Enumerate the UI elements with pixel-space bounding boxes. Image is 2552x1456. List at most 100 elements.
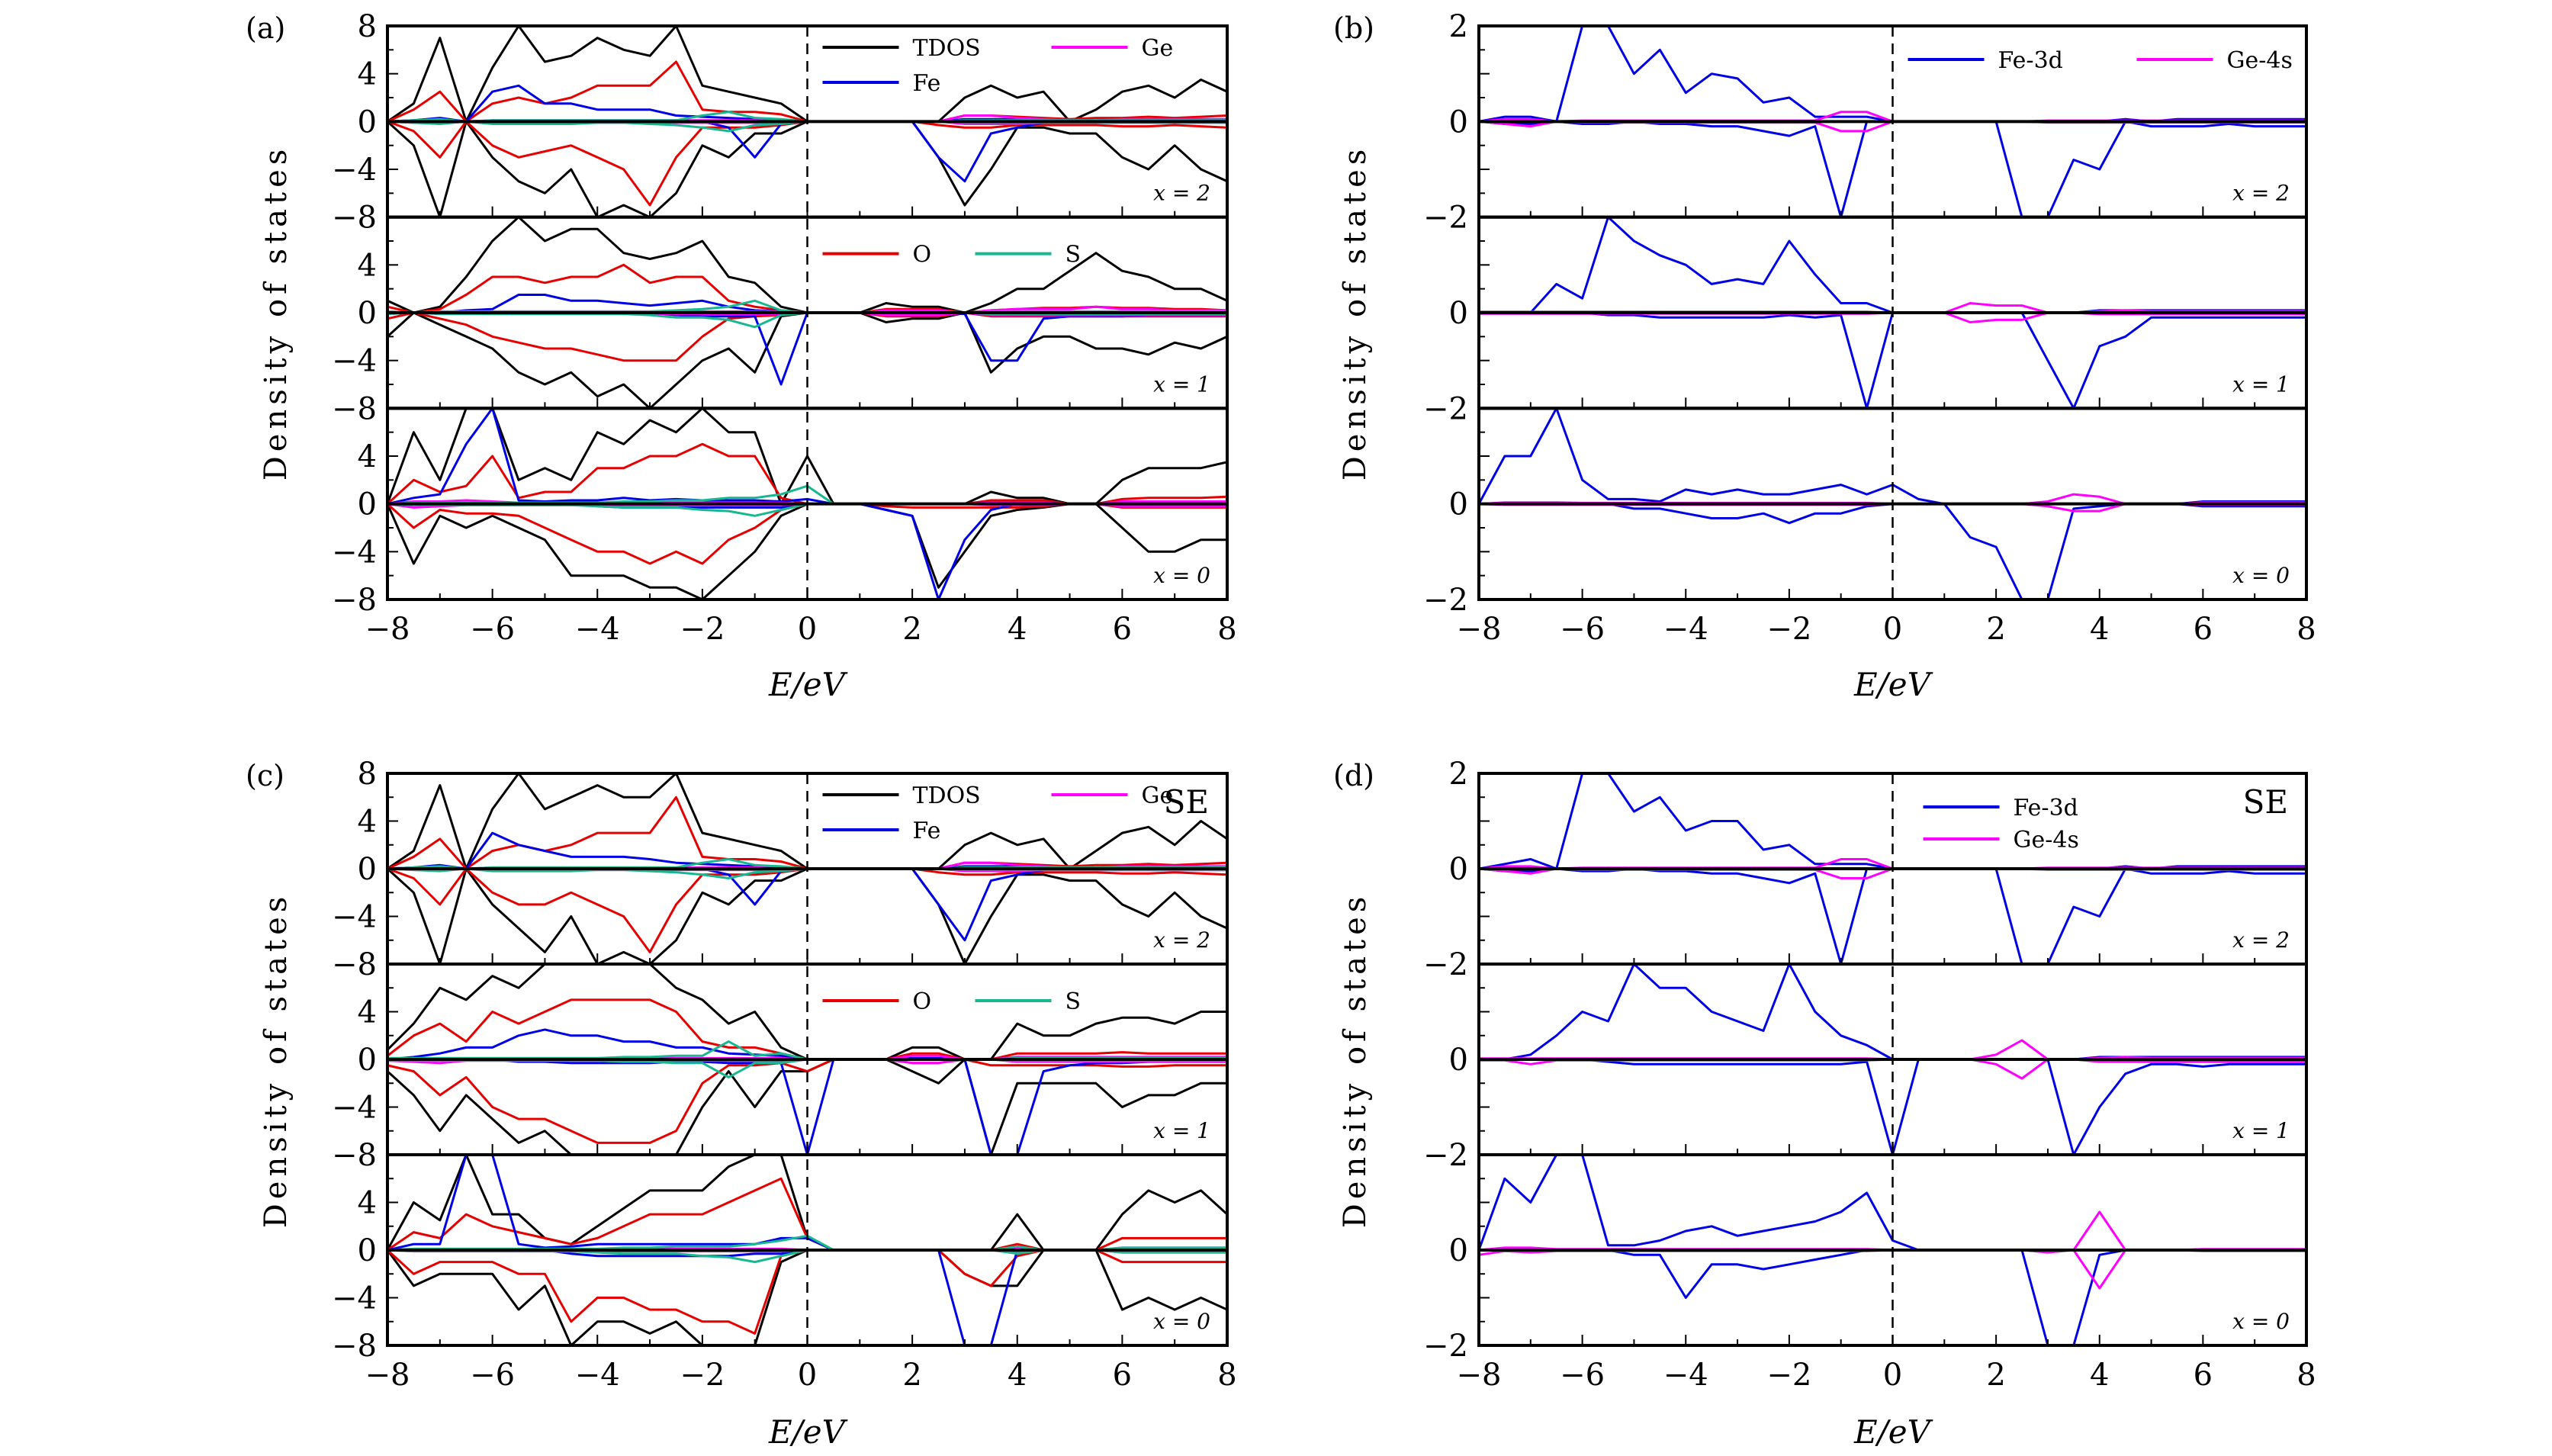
x-tick-label: −8 [1457,1358,1502,1393]
subplot-frame [1477,407,2308,601]
panel-label: (b) [1333,11,1374,45]
x-tick-label: 0 [798,612,817,647]
subplot-label: x = 2 [1153,927,1210,953]
legend-label: Ge [1142,783,1174,809]
series-fe-3d-spin-down [1479,1249,2306,1345]
y-tick-label: 0 [1449,487,1468,522]
subplot-x2: 2 0 −2 x = 2 [1423,757,2308,982]
legend-item-fe-3d: Fe-3d [1908,47,2063,74]
x-axis-label: E/eV [1853,1413,1933,1451]
y-tick-label: 4 [358,805,377,840]
subplot-label: x = 0 [1153,563,1210,588]
x-tick-label: 2 [902,612,921,647]
y-tick-label: −2 [1423,201,1468,236]
y-tick-label: 0 [358,104,377,140]
subplot-x1: 4 0 −4 −8 x = 1 [332,963,1229,1173]
legend-label: Fe [913,70,941,97]
legend-label: S [1065,988,1082,1015]
subplot-x0: 0 −2 x = 0 [1423,407,2308,618]
legend-item-o: O [822,988,932,1015]
x-axis-label: E/eV [768,1413,848,1451]
y-tick-label: −2 [1423,391,1468,426]
subplot-x1: 0 −2 x = 1 [1423,215,2308,426]
subplot-x0: 4 0 −4 −8 x = 0 [332,407,1229,618]
legend-item-tdos: TDOS [822,35,981,62]
y-tick-label: −4 [332,344,377,379]
y-tick-label: −4 [332,1091,377,1126]
y-tick-label: 0 [1449,296,1468,331]
x-tick-label: 0 [1883,612,1902,647]
subplot-label: x = 0 [1153,1309,1210,1334]
y-tick-label: −2 [1423,1138,1468,1173]
y-axis-label: Density of states [1338,892,1373,1229]
legend-item-ge-4s: Ge-4s [2136,47,2293,74]
y-tick-label: 0 [358,1233,377,1268]
x-tick-label: 6 [2194,612,2213,647]
y-tick-label: 0 [1449,104,1468,140]
y-tick-label: −4 [332,1281,377,1316]
y-tick-label: −8 [332,201,377,236]
subplot-label: x = 2 [2232,927,2290,953]
x-tick-label: −2 [680,612,725,647]
legend-item-fe: Fe [822,818,941,844]
series-o-spin-down [387,1058,1227,1144]
panel-c: (c) Density of states E/eV 8 4 0 −4 −8 x = 2 4… [246,757,1237,1451]
x-tick-label: −4 [1663,1358,1708,1393]
series-o-spin-down [387,311,1227,362]
y-tick-label: 2 [1449,9,1468,44]
series-tdos-spin-up [387,26,1227,123]
x-tick-label: −8 [365,1358,410,1393]
subplot-x0: 0 −2 x = 0 [1423,1153,2308,1364]
x-tick-label: −6 [1560,612,1605,647]
legend-label: TDOS [913,783,981,809]
x-tick-label: −8 [1457,612,1502,647]
subplot-label: x = 0 [2232,563,2290,588]
x-tick-label: −2 [680,1358,725,1393]
y-axis-label: Density of states [259,145,294,481]
y-tick-label: −2 [1423,583,1468,618]
legend-label: Fe-3d [1998,47,2063,74]
subplot-x2: 8 4 0 −4 −8 x = 2 [332,9,1229,236]
x-axis-label: E/eV [1853,666,1933,703]
legend-item-fe-3d: Fe-3d [1923,795,2078,821]
y-tick-label: −4 [332,900,377,935]
legend-label: O [913,988,932,1015]
subplot-frame [386,407,1229,601]
subplot-label: x = 1 [1153,1118,1210,1143]
y-tick-label: 2 [1449,757,1468,792]
y-tick-label: −8 [332,1329,377,1364]
x-tick-label: 0 [798,1358,817,1393]
panel-d: (d) Density of states E/eV 2 0 −2 x = 2 0 −2 x… [1333,757,2316,1451]
y-tick-label: −8 [332,391,377,426]
y-tick-label: −8 [332,583,377,618]
y-tick-label: −2 [1423,1329,1468,1364]
y-tick-label: 4 [358,248,377,283]
x-tick-label: −6 [1560,1358,1605,1393]
y-tick-label: 0 [1449,852,1468,887]
subplot-label: x = 1 [2232,371,2290,397]
x-tick-label: 0 [1883,1358,1902,1393]
subplot-x0: 4 0 −4 −8 x = 0 [332,1153,1229,1364]
y-tick-label: 4 [358,439,377,474]
y-tick-label: 0 [358,487,377,522]
subplot-label: x = 2 [2232,181,2290,206]
y-axis-label: Density of states [1338,145,1373,481]
subplot-x2: 8 4 0 −4 −8 x = 2 [332,757,1229,982]
y-tick-label: 0 [1449,1043,1468,1078]
x-tick-label: 6 [1113,612,1132,647]
x-tick-label: 4 [1008,612,1027,647]
annotation-se: SE [2243,783,2288,821]
subplot-x2: 2 0 −2 x = 2 [1423,9,2308,236]
x-tick-label: 8 [1217,1358,1236,1393]
legend-label: Ge [1142,35,1174,62]
subplot-x1: 0 −2 x = 1 [1423,963,2308,1173]
y-tick-label: 8 [358,757,377,792]
legend-label: O [913,242,932,268]
series-fe-3d-spin-up [1479,26,2306,123]
legend-item-s: S [975,988,1082,1015]
legend-label: Fe [913,818,941,844]
x-tick-label: −8 [365,612,410,647]
x-tick-label: −6 [470,1358,515,1393]
y-tick-label: −8 [332,1138,377,1173]
x-tick-label: −4 [575,612,620,647]
